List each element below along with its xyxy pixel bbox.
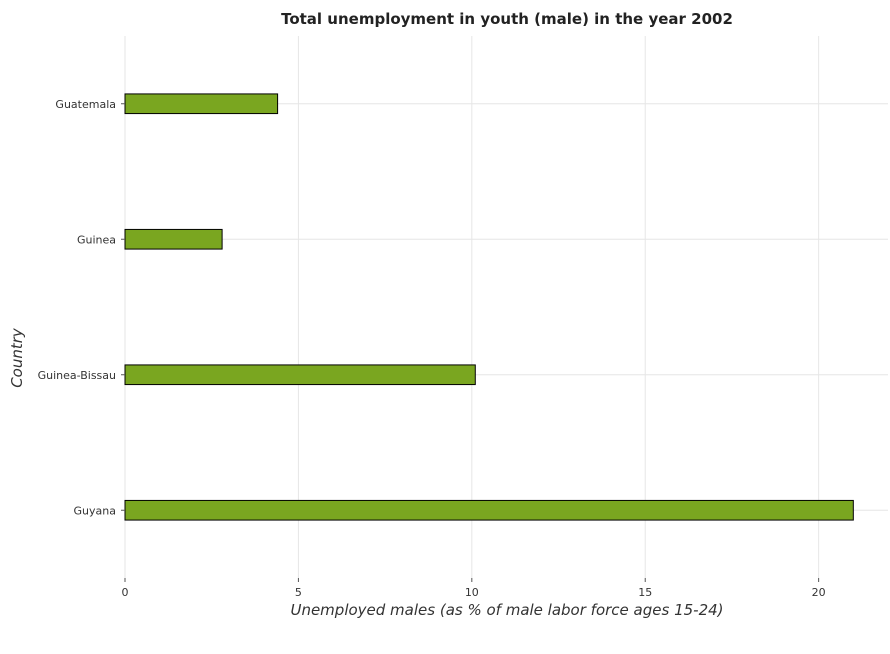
y-tick-label: Guatemala — [55, 98, 116, 111]
y-tick-label: Guyana — [74, 504, 116, 517]
bar-guinea — [124, 228, 223, 250]
bars — [124, 93, 854, 521]
grid — [124, 36, 888, 578]
bar-guyana — [124, 499, 854, 521]
bar-guinea-bissau — [124, 364, 476, 386]
axis-ticks: 0 5 10 15 20 Guatemala Guinea Guinea-Bissau Guya… — [38, 98, 826, 599]
x-tick-label: 20 — [812, 586, 826, 599]
y-tick-label: Guinea — [77, 233, 116, 246]
y-axis-label: Country — [8, 327, 26, 388]
x-tick-label: 5 — [295, 586, 302, 599]
x-tick-label: 0 — [122, 586, 129, 599]
x-tick-label: 15 — [638, 586, 652, 599]
bar-guatemala — [124, 93, 279, 115]
x-tick-label: 10 — [465, 586, 479, 599]
chart-title: Total unemployment in youth (male) in th… — [281, 10, 733, 28]
y-tick-label: Guinea-Bissau — [38, 369, 116, 382]
x-axis-label: Unemployed males (as % of male labor for… — [290, 601, 723, 619]
